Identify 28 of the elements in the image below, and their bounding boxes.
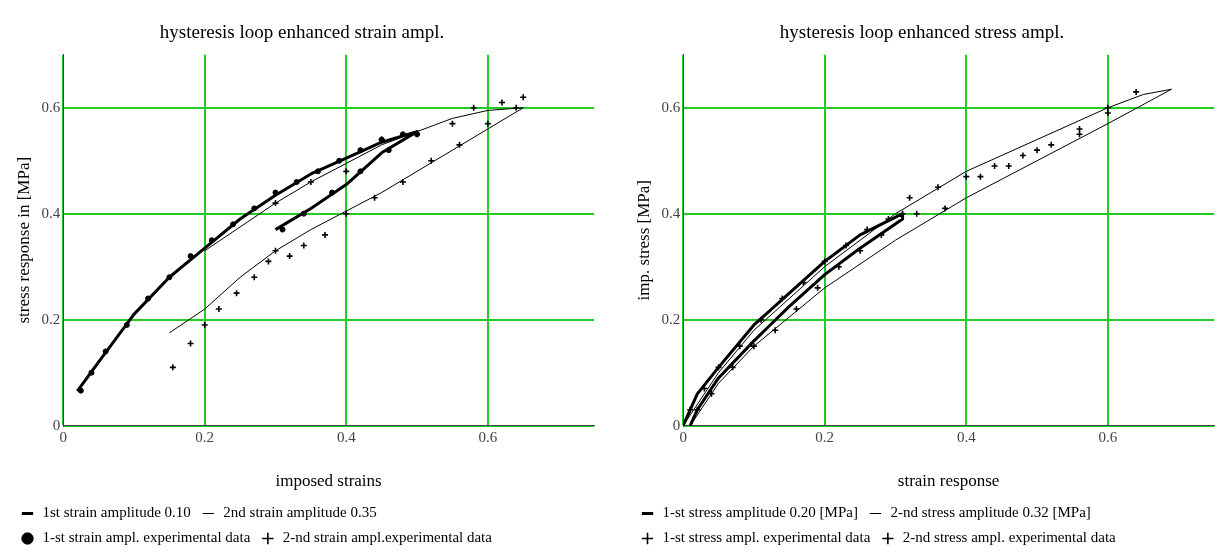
legend-label: 1-st stress ampl. experimental data [662,529,871,546]
legend-label: 2-nd stress ampl. experimental data [902,529,1117,546]
legend-label: 1-st strain ampl. experimental data [42,529,251,546]
x-axis-title: strain response [897,471,1000,491]
x-tick-label: 0.4 [336,428,357,445]
x-tick-label: 0.4 [956,428,977,445]
legend-label: 1st strain amplitude 0.10 [42,504,191,521]
y-tick-label: 0 [672,416,681,433]
legend-label: 2-nd strain ampl.experimental data [282,529,493,546]
y-tick-label: 0.2 [661,310,681,327]
y-tick-label: 0 [52,416,61,433]
chart-title: hysteresis loop enhanced strain ampl. [159,21,445,43]
y-axis-title: stress response in [MPa] [13,156,33,324]
y-tick-label: 0.6 [41,98,61,115]
y-tick-label: 0.2 [41,310,61,327]
y-tick-label: 0.6 [661,98,681,115]
legend-label: 2nd strain amplitude 0.35 [223,504,377,521]
chart-title: hysteresis loop enhanced stress ampl. [779,21,1065,43]
x-tick-label: 0.6 [478,428,498,445]
x-axis-title: imposed strains [275,471,382,491]
y-axis-title: imp. stress [MPa] [633,179,653,301]
x-tick-label: 0.2 [195,428,215,445]
legend-label: 1-st stress amplitude 0.20 [MPa] [662,504,858,521]
y-tick-label: 0.4 [661,204,681,221]
x-tick-label: 0.6 [1098,428,1118,445]
x-tick-label: 0.2 [815,428,835,445]
y-tick-label: 0.4 [41,204,61,221]
legend-label: 2-nd stress amplitude 0.32 [MPa] [890,504,1091,521]
